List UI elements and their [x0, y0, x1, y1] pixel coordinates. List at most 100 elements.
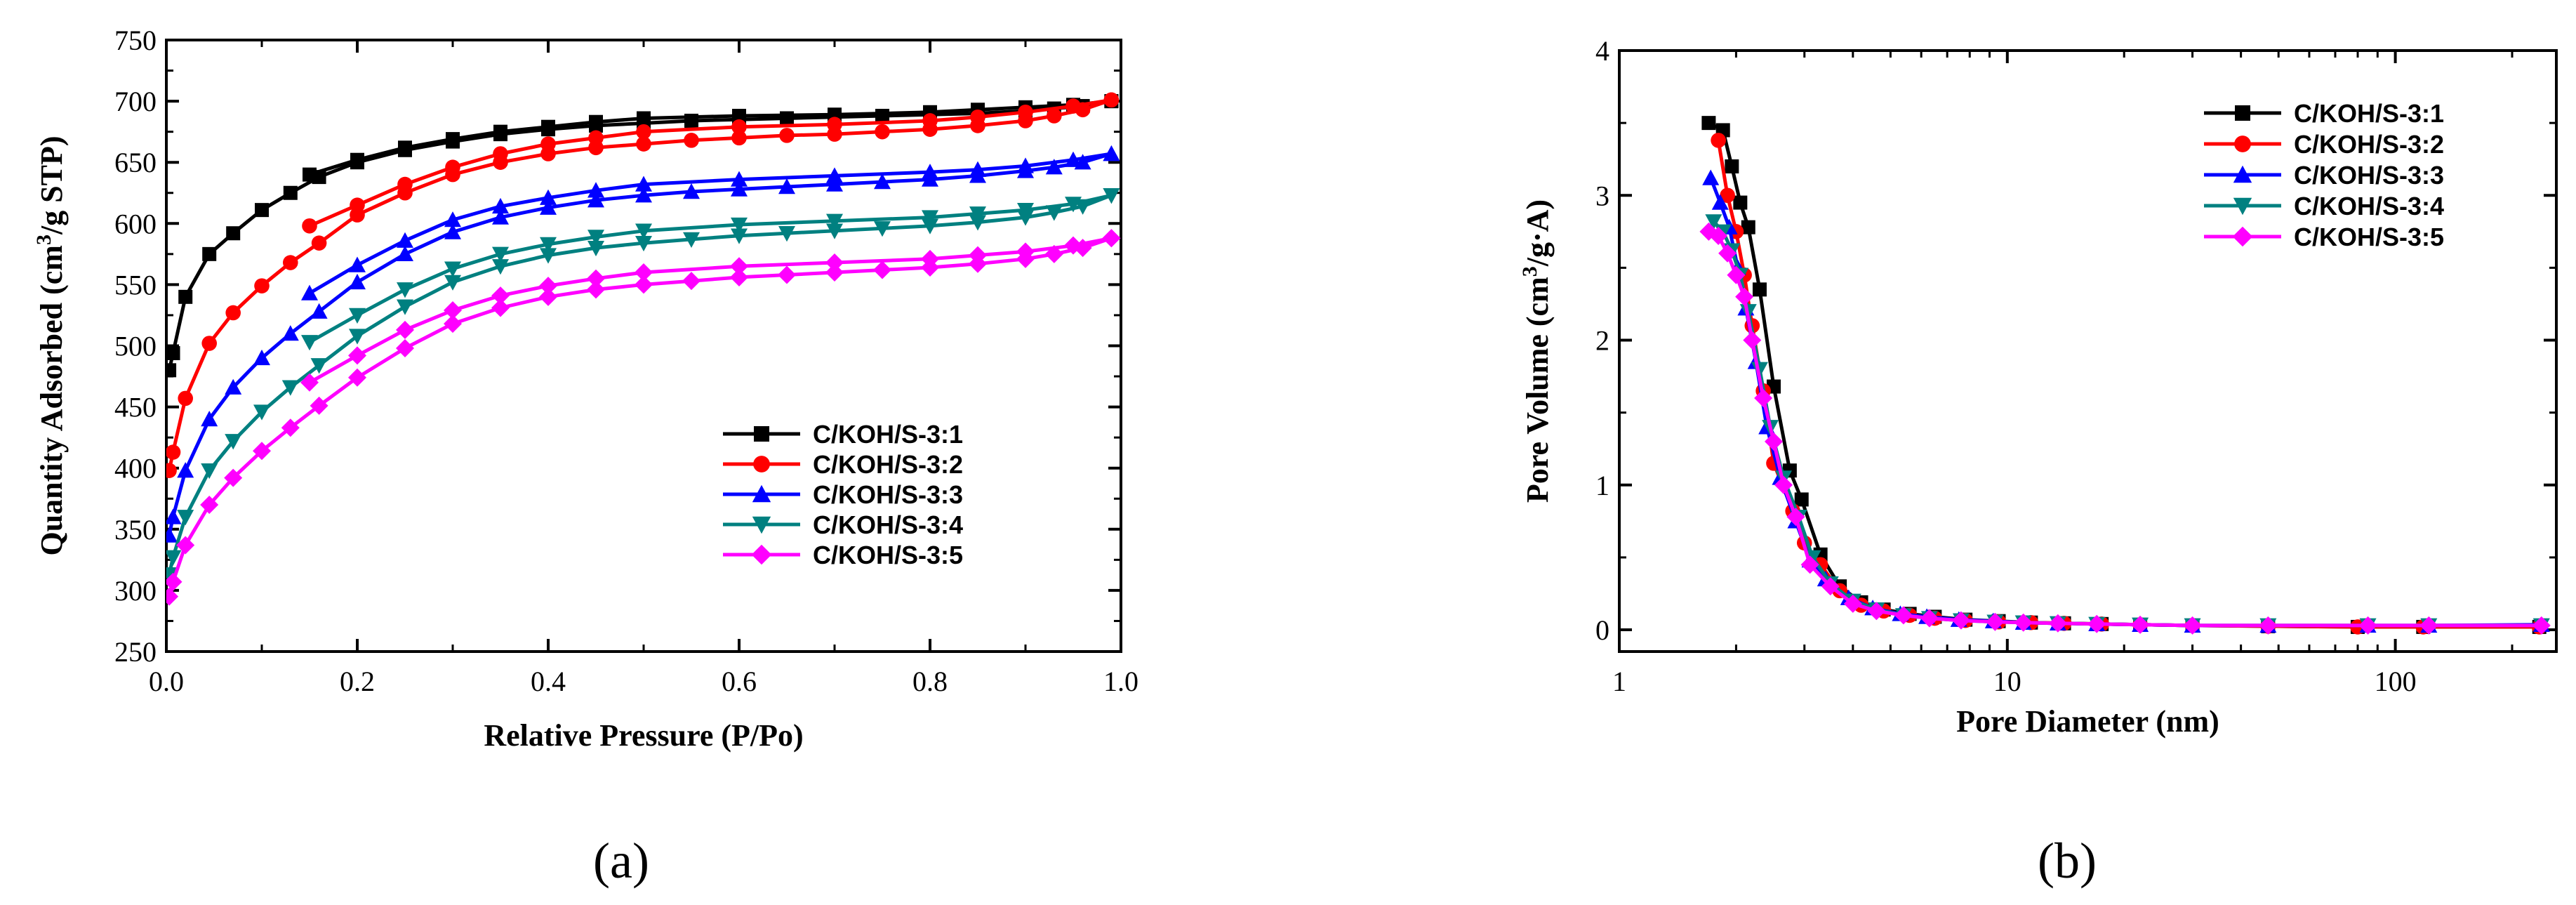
data-point — [1727, 265, 1746, 284]
data-point — [253, 349, 270, 366]
data-point — [1017, 202, 1034, 219]
data-point — [348, 368, 366, 387]
data-point — [1103, 92, 1120, 108]
data-point — [166, 508, 182, 524]
data-point — [281, 325, 299, 341]
data-point — [732, 109, 746, 124]
data-point — [1843, 594, 1862, 613]
data-point — [1045, 159, 1063, 175]
x-tick-label: 1 — [1612, 666, 1626, 697]
data-point — [589, 114, 603, 129]
data-point — [779, 128, 795, 143]
data-point — [226, 226, 241, 241]
x-tick-label: 0.0 — [149, 666, 184, 697]
data-point — [1064, 236, 1082, 255]
data-point — [253, 442, 271, 461]
panel-label: (a) — [593, 833, 649, 889]
y-axis-title-part-1: Pore Volume (cm — [1520, 277, 1555, 503]
data-point — [348, 346, 366, 365]
data-point — [587, 230, 604, 246]
data-point — [683, 232, 700, 248]
data-point — [587, 192, 604, 208]
data-point — [587, 240, 604, 257]
data-point — [969, 206, 986, 223]
x-tick-label: 0.6 — [722, 666, 757, 697]
y-tick-label: 2 — [1595, 325, 1609, 357]
data-point — [397, 176, 413, 192]
data-point — [682, 272, 701, 291]
data-point — [301, 335, 318, 351]
data-point — [1045, 205, 1063, 221]
data-point — [1016, 242, 1035, 261]
data-point — [921, 249, 939, 268]
data-point — [922, 164, 938, 180]
y-tick-label: 550 — [114, 269, 157, 300]
data-point — [283, 185, 298, 200]
data-point — [1764, 432, 1783, 451]
data-point — [178, 390, 193, 407]
data-point — [540, 189, 557, 205]
data-point — [731, 119, 747, 135]
y-tick-label: 4 — [1595, 35, 1609, 67]
data-point — [1951, 611, 1970, 630]
legend-label: C/KOH/S-3:2 — [2294, 130, 2444, 159]
data-point — [202, 246, 217, 261]
x-tick-label: 0.8 — [912, 666, 948, 697]
data-point — [398, 140, 412, 155]
series-line — [1708, 230, 2542, 628]
data-point — [253, 404, 270, 421]
y-axis-title-part-2: /g STP) — [34, 136, 69, 235]
data-point — [254, 278, 270, 293]
data-point — [731, 228, 748, 244]
data-point — [1047, 108, 1062, 124]
data-point — [397, 282, 413, 298]
data-point — [444, 211, 461, 227]
legend-label: C/KOH/S-3:1 — [813, 420, 963, 449]
legend-label: C/KOH/S-3:5 — [2294, 223, 2444, 251]
legend-label: C/KOH/S-3:4 — [813, 510, 963, 539]
y-axis-title-part-1: Quantity Adsorbed (cm — [34, 245, 69, 555]
data-point — [873, 260, 891, 279]
data-point — [224, 468, 243, 487]
data-point — [2087, 614, 2106, 633]
data-point — [922, 113, 938, 128]
x-axis-title: Relative Pressure (P/Po) — [484, 718, 803, 753]
y-axis-title-superscript: 3 — [1518, 266, 1541, 277]
data-point — [492, 209, 509, 225]
y-tick-label: 250 — [114, 636, 157, 668]
legend-label: C/KOH/S-3:1 — [2294, 99, 2444, 128]
data-point — [683, 183, 700, 199]
data-point — [397, 245, 413, 262]
data-point — [446, 132, 460, 147]
data-point — [636, 136, 651, 152]
data-point — [2183, 616, 2202, 635]
data-point — [1774, 475, 1793, 494]
legend-marker — [2234, 136, 2251, 152]
data-point — [969, 246, 987, 265]
data-point — [302, 218, 317, 234]
data-point — [778, 178, 795, 194]
data-point — [1800, 555, 1819, 574]
y-tick-label: 400 — [114, 453, 157, 484]
data-point — [166, 363, 177, 378]
x-tick-label: 1.0 — [1103, 666, 1138, 697]
data-point — [2259, 616, 2278, 635]
data-point — [255, 203, 269, 218]
legend: C/KOH/S-3:1C/KOH/S-3:2C/KOH/S-3:3C/KOH/S… — [723, 420, 963, 569]
legend-marker — [2235, 105, 2250, 121]
legend-label: C/KOH/S-3:5 — [813, 541, 963, 569]
series-3 — [166, 145, 1120, 543]
data-point — [969, 161, 986, 177]
data-point — [1752, 282, 1767, 297]
data-point — [166, 444, 181, 460]
data-point — [778, 226, 795, 242]
data-point — [637, 111, 651, 126]
data-point — [1103, 145, 1120, 161]
y-tick-label: 700 — [114, 86, 157, 117]
plot-frame — [1618, 49, 2558, 653]
plot-area — [166, 92, 1121, 606]
data-point — [166, 463, 177, 478]
data-point — [444, 315, 462, 333]
data-point — [1754, 389, 1773, 408]
